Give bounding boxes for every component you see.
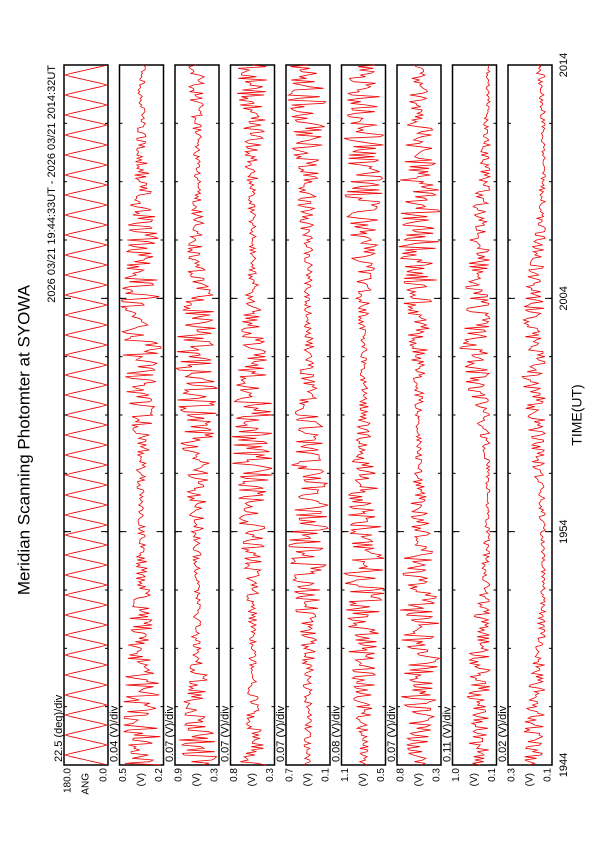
y-unit: ANG [81,773,92,795]
scale-label: 0.07 (V)/div [164,705,176,762]
y-unit: (V) [247,773,258,786]
trace [175,64,218,766]
scale-label: 0.11 (V)/div [441,706,453,762]
y-top: 0.9 [174,768,185,782]
title: Meridian Scanning Photomter at SYOWA [14,284,33,595]
time-range: 2026 03/21 19:44:33UT - 2026 03/21 2014:… [46,65,58,303]
y-top: 0.8 [396,768,407,782]
y-bottom: 0.2 [154,768,165,782]
y-bottom: 0.3 [210,768,221,782]
trace [120,64,162,766]
trace [521,64,547,766]
trace [398,64,442,766]
scale-label: 0.07 (V)/div [219,705,231,762]
panel-frame [340,64,387,766]
y-top: 0.3 [507,768,518,782]
panel-frame [174,64,220,766]
y-unit: (V) [192,773,203,786]
y-bottom: 0.3 [432,768,443,782]
scale-label: 0.08 (V)/div [330,705,342,762]
y-top: 0.5 [118,768,129,782]
y-bottom: 0.1 [321,768,332,782]
scale-label: 22.5 (deg)/div [53,694,65,762]
x-tick-label: 1944 [558,753,570,777]
y-unit: (V) [303,773,314,786]
scale-label: 0.02 (V)/div [497,705,509,762]
y-unit: (V) [136,773,147,786]
y-bottom: 0.1 [487,768,498,782]
x-label: TIME(UT) [569,384,585,445]
scale-label: 0.07 (V)/div [275,705,287,762]
y-bottom: 0.3 [265,768,276,782]
y-top: 1.0 [451,768,462,782]
x-tick-label: 2014 [558,53,570,77]
panel-frame [118,64,165,766]
x-tick-label: 2004 [558,286,570,310]
panel-frame [285,64,331,766]
trace [458,64,492,766]
panel-frame [396,64,442,766]
y-unit: (V) [358,773,369,786]
trace [342,64,385,766]
x-tick-label: 1954 [558,519,570,543]
y-unit: (V) [469,773,480,786]
y-top: 0.8 [229,768,240,782]
y-top: 0.7 [285,768,296,782]
y-unit: (V) [525,773,536,786]
y-bottom: 0.5 [376,768,387,782]
y-top: 180.0 [63,768,74,793]
y-bottom: 0.0 [99,768,110,782]
trace [231,64,273,766]
y-bottom: 0.1 [543,768,554,782]
trace [287,64,329,766]
y-unit: (V) [414,773,425,786]
plot: Meridian Scanning Photomter at SYOWA 202… [14,53,584,795]
y-top: 1.1 [340,768,351,782]
trace [63,64,109,766]
scale-label: 0.04 (V)/div [108,705,120,762]
scale-label: 0.07 (V)/div [386,705,398,762]
